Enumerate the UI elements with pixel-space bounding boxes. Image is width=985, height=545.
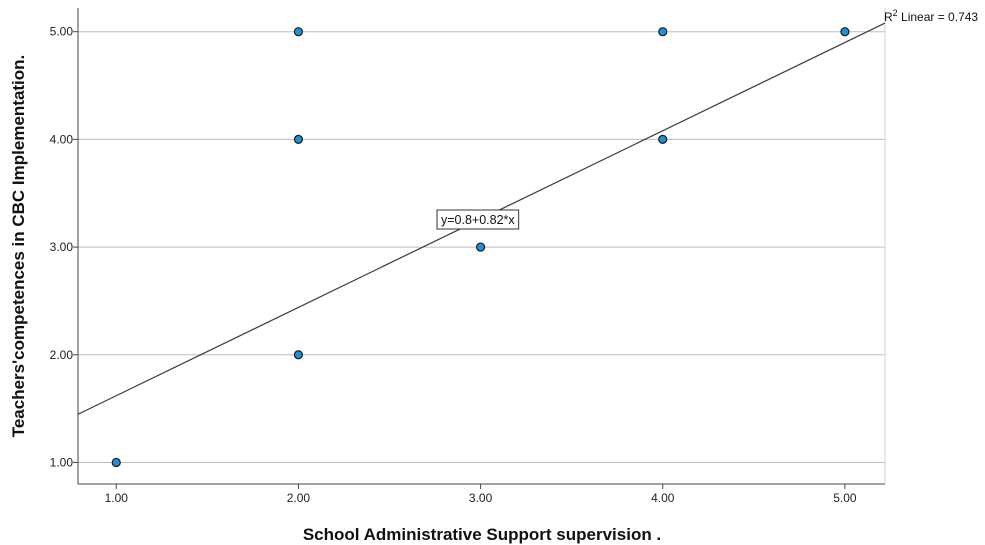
y-tick-label-1: 2.00 [50,348,74,362]
data-point-6 [658,27,668,37]
x-tick-label-0: 1.00 [105,491,129,505]
x-tick-label-3: 4.00 [651,491,675,505]
x-tick-label-2: 3.00 [469,491,493,505]
r2-superscript: 2 [893,8,898,18]
equation-box [436,209,520,230]
data-point-4 [475,242,486,252]
tick-labels: 1.00 2.00 3.00 4.00 5.00 1.00 2.00 3.00 4.00 5.00 [50,25,857,505]
y-tick-label-4: 5.00 [50,25,74,39]
data-point-5 [658,134,668,144]
data-point-3 [293,27,304,37]
r2-prefix: R [884,10,893,24]
x-tick-label-4: 5.00 [833,491,857,505]
equation-annotation: y=0.8+0.82*x [436,209,520,230]
r2-label: R2 Linear = 0.743 [884,8,978,24]
data-points [111,27,850,468]
x-tick-label-1: 2.00 [287,491,311,505]
data-point-0 [111,457,121,468]
data-point-2 [293,134,304,144]
y-axis-title: Teachers'competences in CBC Implementati… [9,55,28,438]
equation-label: y=0.8+0.82*x [441,213,515,227]
y-tick-label-3: 4.00 [50,132,74,146]
data-point-1 [293,350,304,360]
y-tick-label-0: 1.00 [50,455,74,469]
axes [73,8,886,489]
r2-suffix: Linear = 0.743 [898,10,979,24]
x-axis-title: School Administrative Support supervisio… [303,525,661,544]
y-tick-label-2: 3.00 [50,240,74,254]
data-point-7 [840,27,850,37]
